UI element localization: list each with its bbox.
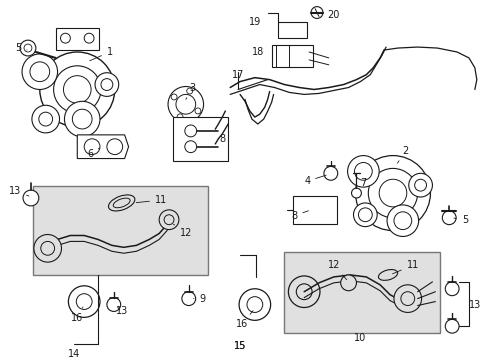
Bar bbox=[293, 196, 336, 224]
Circle shape bbox=[168, 86, 203, 122]
Text: 9: 9 bbox=[193, 294, 205, 303]
Text: 6: 6 bbox=[87, 148, 100, 159]
Circle shape bbox=[34, 234, 61, 262]
Text: 15: 15 bbox=[233, 341, 246, 351]
Text: 12: 12 bbox=[173, 224, 192, 238]
Circle shape bbox=[296, 284, 311, 300]
Circle shape bbox=[68, 286, 100, 318]
Circle shape bbox=[445, 282, 458, 296]
Text: 18: 18 bbox=[251, 47, 264, 57]
Circle shape bbox=[159, 210, 179, 230]
Circle shape bbox=[358, 208, 371, 222]
Ellipse shape bbox=[113, 198, 130, 208]
Circle shape bbox=[84, 139, 100, 154]
Circle shape bbox=[107, 139, 122, 154]
Text: 13: 13 bbox=[9, 186, 29, 196]
Circle shape bbox=[353, 203, 376, 226]
Text: 8: 8 bbox=[291, 211, 308, 221]
Circle shape bbox=[386, 205, 418, 237]
Text: 16: 16 bbox=[235, 311, 253, 329]
Text: 3: 3 bbox=[185, 82, 195, 99]
Bar bbox=[277, 22, 306, 38]
Bar bbox=[284, 252, 439, 333]
Circle shape bbox=[76, 294, 92, 310]
Text: 5: 5 bbox=[15, 43, 27, 53]
Circle shape bbox=[354, 162, 371, 180]
Circle shape bbox=[64, 101, 100, 137]
Circle shape bbox=[84, 33, 94, 43]
Circle shape bbox=[39, 112, 53, 126]
Circle shape bbox=[246, 297, 262, 312]
Circle shape bbox=[61, 33, 70, 43]
Circle shape bbox=[288, 276, 319, 307]
Circle shape bbox=[164, 215, 174, 225]
Text: 16: 16 bbox=[71, 307, 83, 323]
Circle shape bbox=[347, 156, 378, 187]
Circle shape bbox=[107, 298, 121, 311]
Polygon shape bbox=[77, 135, 128, 158]
Circle shape bbox=[41, 242, 55, 255]
Bar bbox=[33, 186, 208, 275]
Circle shape bbox=[95, 73, 119, 96]
Circle shape bbox=[323, 166, 337, 180]
Text: 13: 13 bbox=[468, 300, 480, 310]
Circle shape bbox=[54, 66, 101, 113]
Circle shape bbox=[351, 188, 361, 198]
Circle shape bbox=[184, 125, 196, 137]
Circle shape bbox=[186, 88, 192, 94]
Text: 10: 10 bbox=[354, 333, 366, 343]
Circle shape bbox=[355, 156, 429, 230]
Ellipse shape bbox=[108, 195, 135, 211]
Circle shape bbox=[30, 62, 50, 82]
Circle shape bbox=[101, 78, 113, 90]
Circle shape bbox=[24, 44, 32, 52]
Circle shape bbox=[195, 108, 201, 114]
Circle shape bbox=[445, 319, 458, 333]
Bar bbox=[56, 28, 99, 50]
Bar bbox=[271, 45, 312, 67]
Circle shape bbox=[177, 114, 183, 120]
Circle shape bbox=[414, 179, 426, 191]
Text: 11: 11 bbox=[392, 260, 418, 274]
Circle shape bbox=[441, 211, 455, 225]
Circle shape bbox=[40, 52, 115, 127]
Bar bbox=[173, 117, 228, 161]
Circle shape bbox=[22, 54, 58, 90]
Circle shape bbox=[393, 212, 411, 230]
Text: 13: 13 bbox=[115, 306, 127, 316]
Circle shape bbox=[310, 6, 322, 18]
Circle shape bbox=[72, 109, 92, 129]
Circle shape bbox=[20, 40, 36, 56]
Text: 19: 19 bbox=[248, 17, 261, 27]
Circle shape bbox=[340, 275, 356, 291]
Text: 20: 20 bbox=[327, 10, 339, 21]
Circle shape bbox=[32, 105, 60, 133]
Text: 4: 4 bbox=[304, 175, 325, 186]
Text: 17: 17 bbox=[231, 70, 244, 80]
Text: 2: 2 bbox=[397, 146, 408, 163]
Circle shape bbox=[400, 292, 414, 306]
Text: 12: 12 bbox=[327, 260, 346, 280]
Ellipse shape bbox=[378, 270, 397, 280]
Circle shape bbox=[182, 292, 195, 306]
Text: 14: 14 bbox=[68, 349, 81, 359]
Text: 8: 8 bbox=[219, 134, 225, 144]
Circle shape bbox=[176, 94, 195, 114]
Circle shape bbox=[23, 190, 39, 206]
Circle shape bbox=[171, 94, 177, 100]
Circle shape bbox=[393, 285, 421, 312]
Text: 7: 7 bbox=[360, 178, 366, 188]
Text: 11: 11 bbox=[136, 195, 167, 205]
Circle shape bbox=[367, 168, 417, 218]
Circle shape bbox=[239, 289, 270, 320]
Circle shape bbox=[408, 173, 431, 197]
Circle shape bbox=[378, 179, 406, 207]
Text: 1: 1 bbox=[89, 47, 113, 61]
Text: 5: 5 bbox=[453, 215, 467, 225]
Circle shape bbox=[63, 76, 91, 103]
Text: 15: 15 bbox=[233, 341, 246, 351]
Circle shape bbox=[184, 141, 196, 153]
